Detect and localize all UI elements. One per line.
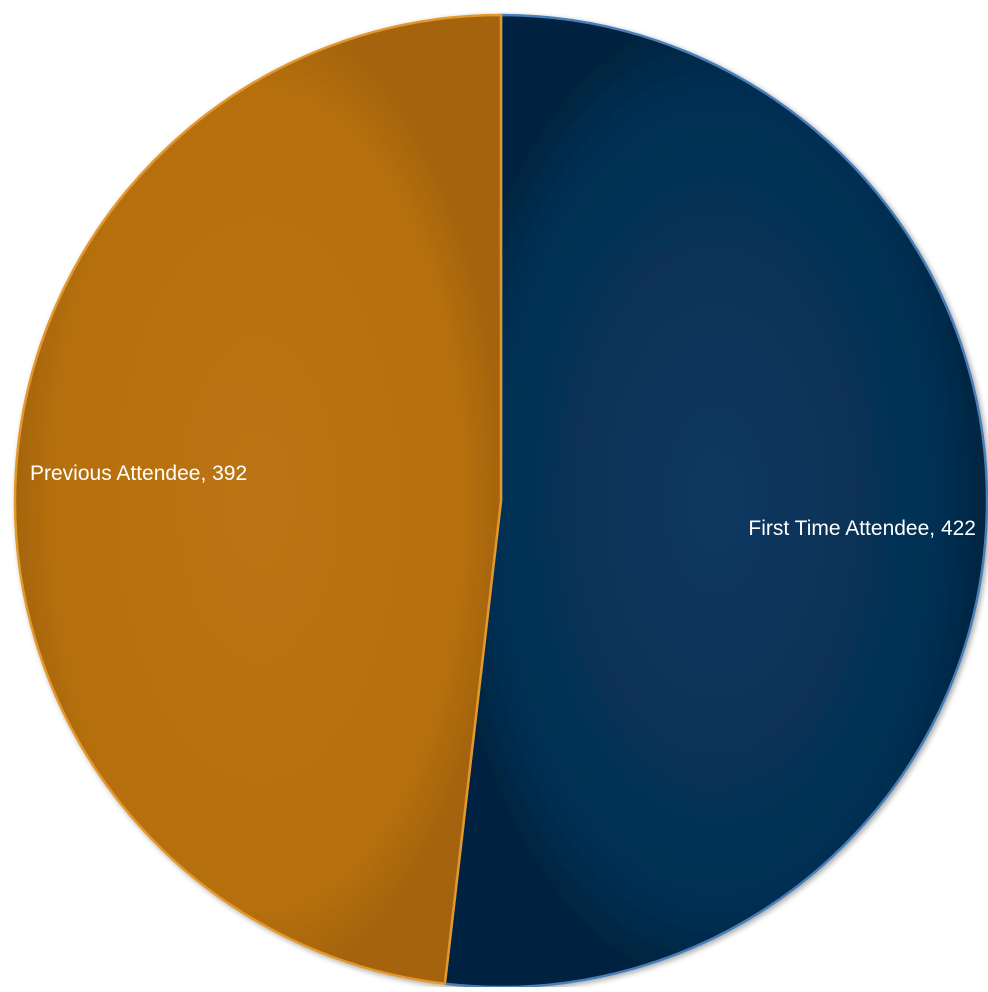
pie-slice-previous-attendee — [13, 13, 503, 985]
data-label-first-time-attendee: First Time Attendee, 422 — [748, 517, 976, 540]
pie-slice-first-time-attendee — [443, 13, 988, 989]
data-label-previous-attendee: Previous Attendee, 392 — [30, 462, 247, 485]
